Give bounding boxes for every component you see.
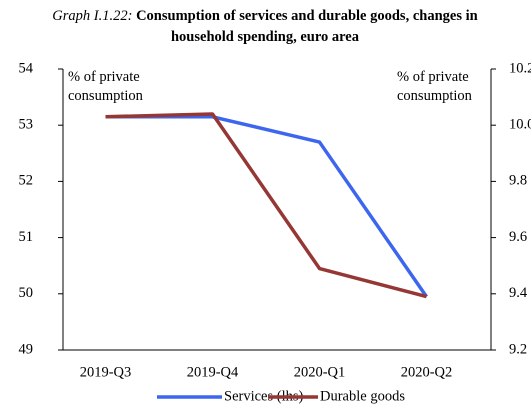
y2-tick-label: 9.6: [509, 229, 527, 245]
y-tick-label: 51: [19, 229, 34, 245]
chart-title: Consumption of services and durable good…: [136, 8, 478, 45]
title-block: Graph I.1.22: Consumption of services an…: [40, 6, 490, 48]
y-tick-label: 50: [19, 285, 34, 301]
y-tick-label: 49: [19, 341, 34, 357]
y2-tick-label: 9.4: [509, 285, 528, 301]
x-tick-label: 2019-Q4: [187, 364, 239, 380]
y2-axis-label: % of private consumption: [397, 69, 473, 104]
legend-label: Services (lhs): [224, 388, 303, 404]
series-line: [105, 115, 428, 298]
x-tick-label: 2020-Q2: [401, 364, 453, 380]
y2-tick-label: 9.8: [509, 173, 527, 189]
graph-label: Graph I.1.22:: [52, 8, 133, 24]
y-tick-label: 52: [19, 173, 34, 189]
y2-tick-label: 10.2: [509, 60, 531, 76]
series-line: [105, 112, 427, 299]
y2-tick-label: 10.0: [509, 117, 531, 133]
y-tick-label: 53: [19, 117, 34, 133]
y2-tick-label: 9.2: [509, 341, 527, 357]
x-tick-label: 2019-Q3: [80, 364, 132, 380]
y-tick-label: 54: [19, 60, 34, 76]
legend-label: Durable goods: [320, 388, 405, 404]
x-tick-label: 2020-Q1: [294, 364, 346, 380]
y-axis-label: % of private consumption: [68, 69, 144, 104]
